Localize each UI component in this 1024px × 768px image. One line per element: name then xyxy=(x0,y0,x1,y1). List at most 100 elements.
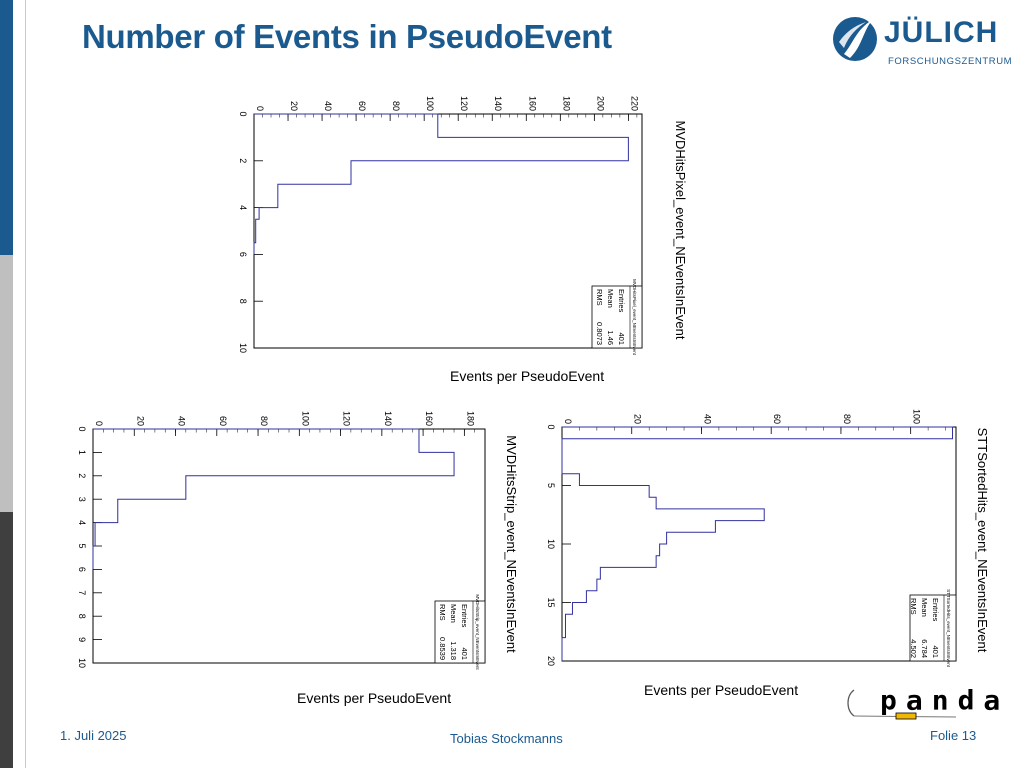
bin-tick-label: 6 xyxy=(238,252,248,257)
value-tick-label: 40 xyxy=(323,101,333,111)
stats-rms-value: 0.8073 xyxy=(595,322,604,345)
value-tick-label: 0 xyxy=(563,419,573,424)
bin-tick-label: 20 xyxy=(546,656,556,666)
slide-title: Number of Events in PseudoEvent xyxy=(82,18,612,55)
value-tick-label: 40 xyxy=(702,414,712,424)
histogram-title: STTSortedHits_event_NEventsInEvent xyxy=(975,428,990,653)
stats-rms-label: RMS xyxy=(909,598,918,615)
bin-tick-label: 0 xyxy=(77,426,87,431)
stats-rms-value: 4.502 xyxy=(909,639,918,658)
histogram-stt-sorted: 0 20 40 60 80 100 0 5 10 15 20 STTSortedHits_event_… xyxy=(536,409,1006,690)
footer-author: Tobias Stockmanns xyxy=(450,731,563,746)
bin-tick-label: 9 xyxy=(77,637,87,642)
value-tick-label: 80 xyxy=(842,414,852,424)
value-tick-label: 200 xyxy=(595,96,605,111)
caption-mvd-strip: Events per PseudoEvent xyxy=(297,690,452,706)
value-tick-label: 220 xyxy=(629,96,639,111)
stats-mean-value: 1.318 xyxy=(449,641,458,660)
bin-tick-label: 0 xyxy=(546,424,556,429)
stats-rms-label: RMS xyxy=(438,604,447,621)
stats-mean-label: Mean xyxy=(920,598,929,617)
value-tick-label: 40 xyxy=(177,416,187,426)
value-tick-label: 20 xyxy=(135,416,145,426)
bin-tick-label: 0 xyxy=(238,111,248,116)
juelich-logo-icon xyxy=(833,17,877,61)
value-tick-label: 180 xyxy=(561,96,571,111)
panda-logo: panda xyxy=(846,684,1014,726)
footer-date: 1. Juli 2025 xyxy=(60,728,127,743)
bin-tick-label: 8 xyxy=(238,299,248,304)
histogram-series-line xyxy=(253,113,629,255)
stats-box xyxy=(591,285,643,349)
histogram-mvd-strip-svg: 0 20 40 60 80 100 120 140 160 180 0 1 2 3 4 5 6 7 8 9 10 MVDH… xyxy=(77,411,519,670)
value-tick-label: 0 xyxy=(255,106,265,111)
sidebar-bar-dark xyxy=(0,512,13,768)
bin-tick-label: 10 xyxy=(238,343,248,353)
bin-tick-label: 3 xyxy=(77,497,87,502)
stats-mean-value: 6.784 xyxy=(920,639,929,658)
stats-entries-value: 401 xyxy=(617,332,626,345)
stats-title: MVDHitsPixel_event_NEventsInEvent xyxy=(632,279,637,356)
panda-logo-icon xyxy=(847,689,957,720)
juelich-logo: JÜLICH FORSCHUNGSZENTRUM xyxy=(832,12,1012,74)
stats-rms-value: 0.8539 xyxy=(438,637,447,660)
caption-mvd-pixel: Events per PseudoEvent xyxy=(450,368,605,384)
bin-tick-label: 15 xyxy=(546,597,556,607)
histogram-title: MVDHitsPixel_event_NEventsInEvent xyxy=(673,121,688,340)
value-tick-label: 60 xyxy=(218,416,228,426)
stats-title: MVDHitsStrip_event_NEventsInEvent xyxy=(475,594,480,670)
value-tick-label: 100 xyxy=(425,96,435,111)
stats-entries-label: Entries xyxy=(460,604,469,628)
bin-tick-label: 8 xyxy=(77,614,87,619)
histogram-series-line xyxy=(92,428,455,570)
value-tick-label: 160 xyxy=(527,96,537,111)
value-tick-label: 100 xyxy=(912,409,922,424)
stats-entries-value: 401 xyxy=(931,645,940,658)
bin-tick-label: 6 xyxy=(77,567,87,572)
value-tick-label: 80 xyxy=(391,101,401,111)
bin-tick-label: 1 xyxy=(77,450,87,455)
value-tick-label: 160 xyxy=(424,411,434,426)
caption-stt-sorted: Events per PseudoEvent xyxy=(644,682,799,698)
plot-frame xyxy=(561,426,957,662)
histogram-series-line xyxy=(561,426,954,661)
stats-title: STTSortedHits_event_NEventsInEvent xyxy=(946,589,951,668)
stats-box xyxy=(909,594,957,662)
bin-tick-label: 4 xyxy=(77,520,87,525)
stats-entries-value: 401 xyxy=(460,647,469,660)
value-tick-label: 140 xyxy=(383,411,393,426)
bin-tick-label: 10 xyxy=(546,539,556,549)
plot-frame xyxy=(92,428,486,664)
histogram-stt-sorted-svg: 0 20 40 60 80 100 0 5 10 15 20 STTSortedHits_event_… xyxy=(546,409,990,668)
sidebar-bar-light xyxy=(0,255,13,512)
value-tick-label: 100 xyxy=(300,411,310,426)
value-tick-label: 0 xyxy=(94,421,104,426)
value-tick-label: 120 xyxy=(342,411,352,426)
histogram-mvd-strip: 0 20 40 60 80 100 120 140 160 180 0 1 2 3 4 5 6 7 8 9 10 MVDH… xyxy=(75,411,535,692)
stats-mean-value: 1.46 xyxy=(606,330,615,345)
value-tick-label: 60 xyxy=(772,414,782,424)
bin-tick-label: 5 xyxy=(77,543,87,548)
value-tick-label: 80 xyxy=(259,416,269,426)
value-tick-label: 180 xyxy=(465,411,475,426)
bin-tick-label: 4 xyxy=(238,205,248,210)
sidebar-bar-blue xyxy=(0,0,13,255)
value-tick-label: 20 xyxy=(289,101,299,111)
bin-tick-label: 7 xyxy=(77,590,87,595)
histogram-title: MVDHitsStrip_event_NEventsInEvent xyxy=(504,435,519,653)
sidebar-divider xyxy=(25,0,26,768)
stats-rms-label: RMS xyxy=(595,289,604,306)
footer-page-number: Folie 13 xyxy=(930,728,977,743)
histogram-mvd-pixel-svg: 0 20 40 60 80 100 120 140 160 180 200 220 0 2 4 6 8 10 MVD… xyxy=(238,96,688,356)
value-tick-label: 60 xyxy=(357,101,367,111)
panda-logo-text: panda xyxy=(880,684,1010,717)
stats-box xyxy=(434,600,486,664)
stats-entries-label: Entries xyxy=(617,289,626,313)
histogram-mvd-pixel: 0 20 40 60 80 100 120 140 160 180 200 220 0 2 4 6 8 10 MVD… xyxy=(228,96,698,362)
bin-tick-label: 5 xyxy=(546,483,556,488)
bin-tick-label: 2 xyxy=(77,473,87,478)
juelich-logo-name: JÜLICH xyxy=(884,16,999,49)
plot-frame xyxy=(253,113,643,349)
bin-tick-label: 2 xyxy=(238,158,248,163)
value-tick-label: 120 xyxy=(459,96,469,111)
